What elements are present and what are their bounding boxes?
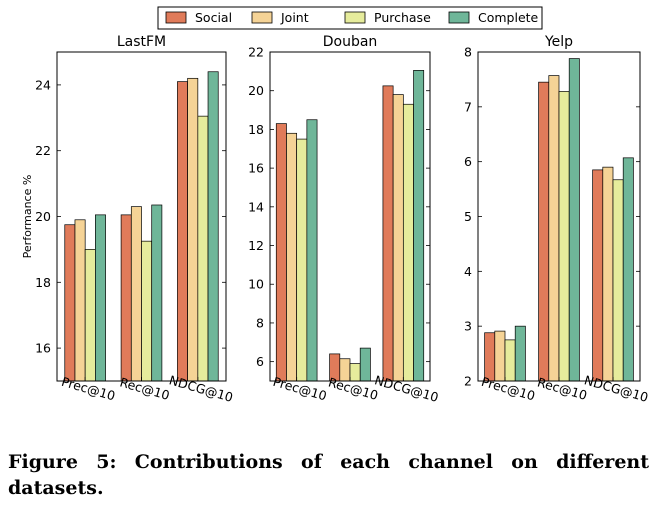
y-tick-label: 7 — [464, 99, 472, 114]
legend: Social Joint Purchase Complete — [157, 6, 543, 30]
y-axis-label: Performance % — [21, 175, 34, 259]
bar-douban-ndcg-at-10-purchase — [402, 103, 414, 382]
bar-yelp-rec-at-10-complete — [568, 58, 580, 382]
bar-douban-prec-at-10-purchase — [296, 138, 308, 382]
bar-yelp-ndcg-at-10-complete — [622, 157, 634, 382]
y-tick-label: 16 — [35, 341, 51, 356]
bar-yelp-prec-at-10-purchase — [504, 339, 516, 382]
y-tick-label: 24 — [35, 77, 51, 92]
bar-lastfm-ndcg-at-10-purchase — [197, 115, 209, 382]
y-tick-label: 20 — [35, 209, 51, 224]
bar-douban-ndcg-at-10-complete — [413, 70, 425, 382]
figure: Social Joint Purchase Complete Prec@10 Rec@1… — [21, 6, 650, 405]
y-tick-label: 10 — [248, 277, 264, 292]
bar-lastfm-prec-at-10-complete — [95, 214, 106, 382]
bar-douban-ndcg-at-10-joint — [392, 94, 404, 382]
legend-swatch-complete — [448, 11, 470, 24]
bar-lastfm-rec-at-10-complete — [151, 204, 163, 382]
bar-yelp-rec-at-10-social — [538, 81, 550, 382]
legend-label-joint: Joint — [280, 10, 309, 25]
y-tick-label: 6 — [256, 354, 264, 369]
plot-frame — [56, 51, 227, 382]
panel-title: Douban — [323, 34, 378, 50]
bar-douban-prec-at-10-social — [275, 123, 287, 382]
y-tick-label: 14 — [248, 199, 264, 214]
y-tick-label: 12 — [248, 238, 264, 253]
bar-lastfm-rec-at-10-social — [120, 214, 132, 382]
legend-label-complete: Complete — [478, 10, 539, 25]
y-tick-label: 8 — [256, 315, 264, 330]
bar-lastfm-rec-at-10-joint — [130, 206, 142, 382]
legend-swatch-purchase — [344, 11, 366, 24]
legend-label-social: Social — [195, 10, 232, 25]
bar-yelp-prec-at-10-complete — [514, 325, 526, 382]
plot-frame — [269, 51, 431, 382]
bar-lastfm-prec-at-10-purchase — [84, 249, 96, 382]
legend-label-purchase: Purchase — [374, 10, 431, 25]
bar-douban-prec-at-10-joint — [286, 132, 298, 382]
y-tick-label: 4 — [464, 264, 472, 279]
bar-yelp-ndcg-at-10-social — [592, 169, 604, 382]
figure-caption: Figure 5: Contributions of each channel … — [8, 451, 649, 499]
y-tick-label: 22 — [248, 45, 264, 60]
panels: Prec@10 Rec@10NDCG@101618202224LastFMPerf… — [21, 34, 650, 405]
bar-yelp-rec-at-10-joint — [548, 75, 560, 382]
y-tick-label: 3 — [464, 319, 472, 334]
y-tick-label: 8 — [464, 45, 472, 60]
bar-yelp-ndcg-at-10-purchase — [612, 179, 624, 382]
panel-lastfm: Prec@10 Rec@10NDCG@101618202224LastFMPerf… — [21, 34, 235, 405]
y-tick-label: 6 — [464, 154, 472, 169]
y-tick-label: 18 — [35, 275, 51, 290]
y-tick-label: 22 — [35, 143, 51, 158]
bar-lastfm-ndcg-at-10-joint — [187, 77, 199, 382]
bar-douban-rec-at-10-complete — [359, 347, 371, 382]
bar-lastfm-rec-at-10-purchase — [141, 240, 153, 382]
legend-swatch-joint — [251, 11, 273, 24]
bar-douban-rec-at-10-purchase — [349, 363, 361, 382]
bar-lastfm-prec-at-10-joint — [74, 219, 86, 382]
y-tick-label: 5 — [464, 209, 472, 224]
bar-yelp-prec-at-10-joint — [494, 330, 506, 382]
panel-douban: Prec@10Rec@10NDCG@106810121416182022Doub… — [248, 34, 440, 405]
plot-frame — [477, 51, 641, 382]
y-tick-label: 16 — [248, 161, 264, 176]
y-tick-label: 2 — [464, 374, 472, 389]
bar-lastfm-ndcg-at-10-social — [177, 81, 188, 382]
legend-swatch-social — [165, 11, 187, 24]
bar-douban-prec-at-10-complete — [306, 119, 318, 382]
bar-yelp-ndcg-at-10-joint — [602, 166, 614, 382]
bar-lastfm-prec-at-10-social — [64, 224, 76, 382]
bar-yelp-rec-at-10-purchase — [558, 91, 570, 382]
bar-douban-ndcg-at-10-social — [382, 85, 394, 382]
bar-lastfm-ndcg-at-10-complete — [207, 71, 219, 382]
y-tick-label: 18 — [248, 122, 264, 137]
y-tick-label: 20 — [248, 83, 264, 98]
panel-title: Yelp — [544, 34, 573, 50]
panel-title: LastFM — [117, 34, 166, 50]
